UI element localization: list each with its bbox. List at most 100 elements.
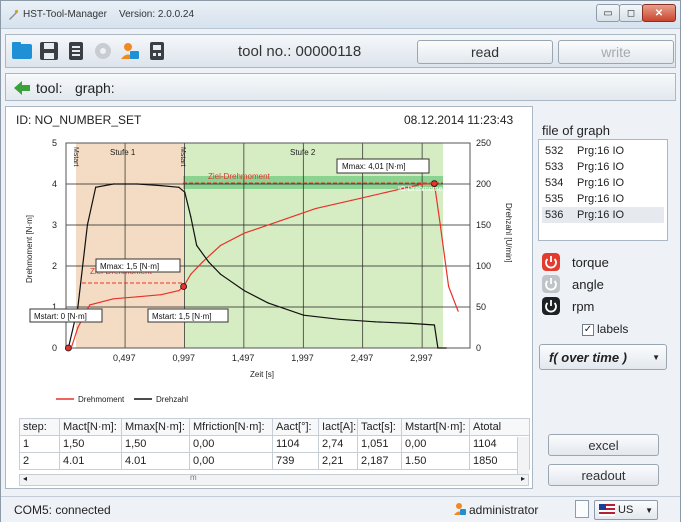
save-icon[interactable] <box>38 40 60 62</box>
write-button[interactable]: write <box>558 40 674 64</box>
column-header[interactable]: Iact[A]: <box>318 418 358 436</box>
torque-toggle[interactable]: torque <box>542 253 662 273</box>
column-header[interactable]: Tact[s]: <box>357 418 402 436</box>
document-icon[interactable] <box>575 500 589 518</box>
table-row[interactable]: 2 4.01 4.01 0,00 739 2,21 2,187 1.50 185… <box>19 452 530 470</box>
y-right-tick-label: 0 <box>476 343 481 353</box>
column-header[interactable]: Atotal <box>469 418 530 436</box>
graph-file-list[interactable]: 532 Prg:16 IO 533 Prg:16 IO 534 Prg:16 IO 5… <box>538 139 668 241</box>
highlight-point <box>64 344 72 352</box>
list-item[interactable]: 533 Prg:16 IO <box>545 161 625 173</box>
scroll-left-arrow-icon[interactable]: ◂ <box>23 474 28 483</box>
x-axis-label: Zeit [s] <box>250 370 274 379</box>
column-header[interactable]: Aact[°]: <box>272 418 319 436</box>
svg-text:Mstart: 0 [N·m]: Mstart: 0 [N·m] <box>34 312 87 321</box>
data-point-drehmoment <box>71 345 73 347</box>
device-icon[interactable] <box>146 40 168 62</box>
legend-drehmoment: Drehmoment <box>78 395 125 404</box>
user-icon <box>454 503 466 515</box>
power-icon[interactable] <box>542 275 560 293</box>
chevron-down-icon: ▼ <box>645 506 653 515</box>
breadcrumb-graph[interactable]: graph: <box>75 80 115 96</box>
data-point-drehzahl <box>409 322 412 324</box>
gear-icon[interactable] <box>92 40 114 62</box>
series-line-drehzahl <box>67 183 447 349</box>
list-item-selected[interactable]: 536 Prg:16 IO <box>542 207 664 223</box>
close-icon: ✕ <box>654 7 664 19</box>
x-tick-label: 1,497 <box>232 353 255 363</box>
column-header[interactable]: Mfriction[N·m]: <box>189 418 273 436</box>
data-point-drehmoment <box>243 232 245 234</box>
table-row[interactable]: 1 1,50 1,50 0,00 1104 2,74 1,051 0,00 11… <box>19 435 530 453</box>
column-header[interactable]: Mact[N·m]: <box>59 418 122 436</box>
list-item[interactable]: 534 Prg:16 IO <box>545 177 625 189</box>
x-tick-label: 1,997 <box>291 353 314 363</box>
data-point-drehmoment <box>279 220 281 222</box>
table-cell: 2,187 <box>357 452 402 470</box>
data-point-drehmoment <box>178 290 180 292</box>
readout-button[interactable]: readout <box>548 464 659 486</box>
data-point-drehmoment <box>421 183 424 185</box>
labels-checkbox[interactable]: ✓ <box>582 324 594 336</box>
svg-text:Mmax: 1,5 [N·m]: Mmax: 1,5 [N·m] <box>100 262 159 271</box>
table-vertical-scrollbar[interactable] <box>517 437 529 474</box>
y-left-tick-label: 2 <box>52 261 57 271</box>
rpm-toggle[interactable]: rpm <box>542 297 662 317</box>
column-header[interactable]: Mmax[N·m]: <box>121 418 190 436</box>
x-tick-label: 0,497 <box>113 353 136 363</box>
y-left-tick-label: 1 <box>52 302 57 312</box>
function-select-value: f( over time ) <box>549 350 628 365</box>
list-item[interactable]: 532 Prg:16 IO <box>545 145 625 157</box>
data-point-drehmoment <box>439 224 441 226</box>
minimize-icon: ▭ <box>603 7 613 19</box>
data-point-drehzahl <box>160 185 162 187</box>
data-point-drehmoment <box>386 191 388 193</box>
table-cell: 4.01 <box>59 452 122 470</box>
maximize-button[interactable]: ◻ <box>619 4 643 22</box>
data-point-drehzahl <box>303 314 305 316</box>
data-point-drehzahl <box>267 302 269 304</box>
excel-button[interactable]: excel <box>548 434 659 456</box>
list-item[interactable]: 535 Prg:16 IO <box>545 193 625 205</box>
connection-status: COM5: connected <box>14 503 111 517</box>
scroll-thumb-grip[interactable]: m <box>190 473 197 482</box>
marker-mmax-stage2: Mmax: 4,01 [N·m] <box>336 158 430 174</box>
angle-toggle[interactable]: angle <box>542 275 662 295</box>
table-cell: 0,00 <box>401 435 470 453</box>
marker-mmax-stage1: Mmax: 1,5 [N·m] <box>95 258 181 273</box>
highlight-point <box>430 180 438 187</box>
data-point-drehzahl <box>86 224 88 226</box>
data-point-drehzahl <box>445 347 447 349</box>
minimize-button[interactable]: ▭ <box>596 4 620 22</box>
power-icon[interactable] <box>542 253 560 271</box>
column-header[interactable]: step: <box>19 418 60 436</box>
list-icon[interactable] <box>65 40 87 62</box>
breadcrumb-tool[interactable]: tool: <box>36 80 63 96</box>
app-title: HST-Tool-Manager <box>23 9 107 20</box>
svg-text:Mmax: 4,01 [N·m]: Mmax: 4,01 [N·m] <box>342 162 406 171</box>
user-icon[interactable] <box>119 40 141 62</box>
table-cell: 1850 <box>469 452 530 470</box>
power-icon[interactable] <box>542 297 560 315</box>
data-point-drehzahl <box>112 183 115 185</box>
annotation-io-drehmoment: IO-Drehmoment <box>398 186 448 193</box>
data-point-drehmoment <box>190 273 192 275</box>
scroll-right-arrow-icon[interactable]: ▸ <box>520 474 525 483</box>
back-arrow-icon[interactable] <box>12 78 32 98</box>
torque-label: torque <box>572 255 609 270</box>
close-button[interactable]: ✕ <box>642 4 676 22</box>
folder-open-icon[interactable] <box>11 40 33 62</box>
data-point-drehzahl <box>433 324 435 326</box>
language-select[interactable]: US ▼ <box>594 500 658 520</box>
stage-label-1: Stufe 1 <box>110 148 136 157</box>
column-header[interactable]: Mstart[N·m]: <box>401 418 470 436</box>
data-point-drehzahl <box>374 321 376 323</box>
data-point-drehzahl <box>219 273 222 275</box>
data-point-drehzahl <box>184 191 186 193</box>
table-header-row: step: Mact[N·m]: Mmax[N·m]: Mfriction[N·… <box>19 418 530 436</box>
x-tick-label: 2,997 <box>410 353 433 363</box>
data-point-drehmoment <box>112 298 115 300</box>
table-horizontal-scrollbar[interactable]: ◂ m ▸ <box>19 473 529 486</box>
read-button[interactable]: read <box>417 40 553 64</box>
function-select[interactable]: f( over time ) ▼ <box>539 344 667 370</box>
